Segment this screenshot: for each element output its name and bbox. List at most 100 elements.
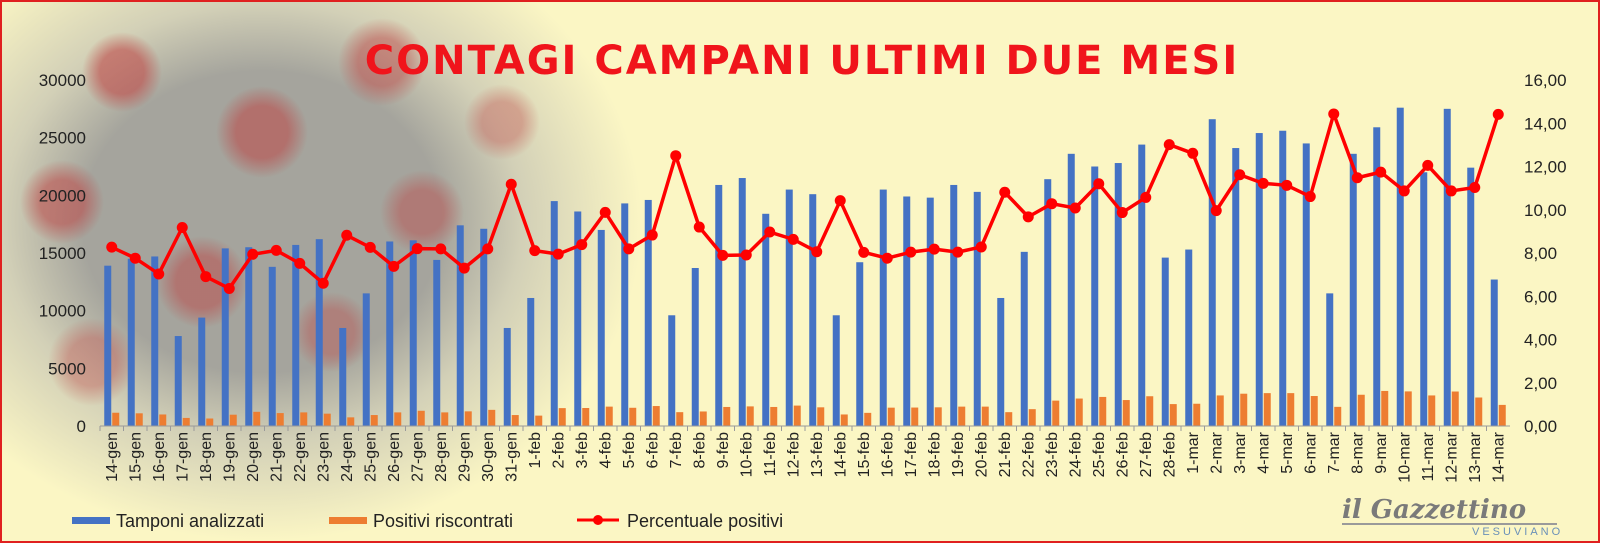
x-tick-label: 4-feb (597, 432, 614, 469)
bar-positivi (934, 407, 942, 426)
bar-tamponi (926, 197, 934, 426)
bar-tamponi (856, 262, 864, 426)
x-tick-label: 16-gen (151, 432, 168, 482)
y-right-tick-label: 4,00 (1524, 331, 1557, 350)
point-percentuale (576, 239, 588, 251)
bar-tamponi (550, 201, 558, 426)
legend-item-tamponi: Tamponi analizzati (72, 511, 264, 531)
x-tick-label: 28-feb (1161, 432, 1178, 477)
bar-tamponi (386, 241, 394, 426)
point-percentuale (1492, 108, 1504, 120)
bar-positivi (887, 407, 895, 426)
chart-title: CONTAGI CAMPANI ULTIMI DUE MESI (365, 38, 1240, 84)
gazzettino-logo: il Gazzettino VESUVIANO (1342, 495, 1560, 538)
series-percentuale-line (106, 108, 1504, 294)
bar-positivi (182, 417, 190, 426)
bar-tamponi (1067, 153, 1075, 426)
point-percentuale (599, 206, 611, 218)
point-percentuale (881, 252, 893, 264)
bar-positivi (1428, 395, 1436, 426)
x-tick-label: 23-gen (315, 432, 332, 482)
bar-positivi (229, 414, 237, 426)
bar-positivi (746, 406, 754, 426)
x-tick-label: 22-feb (1020, 432, 1037, 477)
point-percentuale (952, 246, 964, 258)
x-tick-label: 22-gen (292, 432, 309, 482)
point-percentuale (364, 241, 376, 253)
bar-tamponi (198, 317, 206, 426)
bar-tamponi (127, 258, 135, 426)
bar-positivi (135, 413, 143, 426)
series-positivi-bars (112, 390, 1506, 426)
y-left-tick-label: 25000 (39, 129, 86, 148)
bar-tamponi (1279, 130, 1287, 426)
x-tick-label: 11-feb (762, 432, 779, 476)
point-percentuale (1375, 166, 1387, 178)
x-tick-label: 15-gen (127, 432, 144, 482)
point-percentuale (529, 245, 541, 257)
point-percentuale (1140, 191, 1152, 203)
x-tick-label: 3-mar (1232, 431, 1249, 473)
x-tick-label: 21-feb (997, 432, 1014, 477)
bar-tamponi (1185, 249, 1193, 426)
bar-tamponi (1020, 251, 1028, 426)
point-percentuale (834, 195, 846, 207)
x-tick-label: 21-gen (268, 432, 285, 482)
y-left-tick-label: 0 (77, 417, 86, 436)
bar-positivi (1075, 398, 1083, 426)
bar-tamponi (1161, 257, 1169, 426)
point-percentuale (1234, 169, 1246, 181)
point-percentuale (787, 233, 799, 245)
bar-tamponi (480, 228, 488, 426)
point-percentuale (1022, 211, 1034, 223)
legend-item-positivi: Positivi riscontrati (329, 511, 513, 531)
x-tick-label: 12-mar (1443, 431, 1460, 482)
bar-tamponi (903, 196, 911, 426)
point-percentuale (270, 244, 282, 256)
x-tick-label: 7-mar (1326, 431, 1343, 473)
bar-positivi (1381, 390, 1389, 426)
bar-tamponi (1349, 153, 1357, 426)
bar-tamponi (644, 199, 652, 426)
bar-tamponi (1443, 108, 1451, 426)
x-tick-label: 20-feb (973, 432, 990, 477)
bar-positivi (1005, 412, 1013, 426)
bar-positivi (1334, 406, 1342, 426)
x-tick-label: 24-gen (339, 432, 356, 482)
point-percentuale (458, 262, 470, 274)
point-percentuale (764, 226, 776, 238)
bar-tamponi (104, 265, 112, 426)
point-percentuale (1257, 177, 1269, 189)
x-tick-label: 27-gen (409, 432, 426, 482)
x-tick-label: 25-gen (362, 432, 379, 482)
x-tick-label: 12-feb (785, 432, 802, 477)
bar-positivi (1498, 404, 1506, 426)
x-tick-label: 9-feb (715, 432, 732, 469)
bar-tamponi (151, 256, 159, 426)
bar-positivi (323, 413, 331, 426)
x-tick-label: 8-feb (691, 432, 708, 469)
bar-tamponi (292, 244, 300, 426)
point-percentuale (1469, 181, 1481, 193)
point-percentuale (294, 257, 306, 269)
y-left-tick-label: 30000 (39, 71, 86, 90)
bar-tamponi (1302, 143, 1310, 426)
x-tick-label: 17-gen (174, 432, 191, 482)
bar-positivi (511, 415, 519, 426)
bar-positivi (629, 407, 637, 426)
x-tick-label: 9-mar (1373, 431, 1390, 473)
x-tick-label: 24-feb (1067, 432, 1084, 477)
point-percentuale (811, 246, 823, 258)
point-percentuale (1445, 185, 1457, 197)
bar-tamponi (691, 267, 699, 426)
bar-tamponi (715, 184, 723, 426)
point-percentuale (1163, 139, 1175, 151)
bar-tamponi (621, 203, 629, 426)
x-tick-label: 16-feb (879, 432, 896, 477)
bar-tamponi (1044, 179, 1052, 426)
bar-positivi (1216, 395, 1224, 426)
x-tick-label: 6-mar (1302, 431, 1319, 473)
bar-positivi (582, 408, 590, 426)
bar-tamponi (597, 229, 605, 426)
